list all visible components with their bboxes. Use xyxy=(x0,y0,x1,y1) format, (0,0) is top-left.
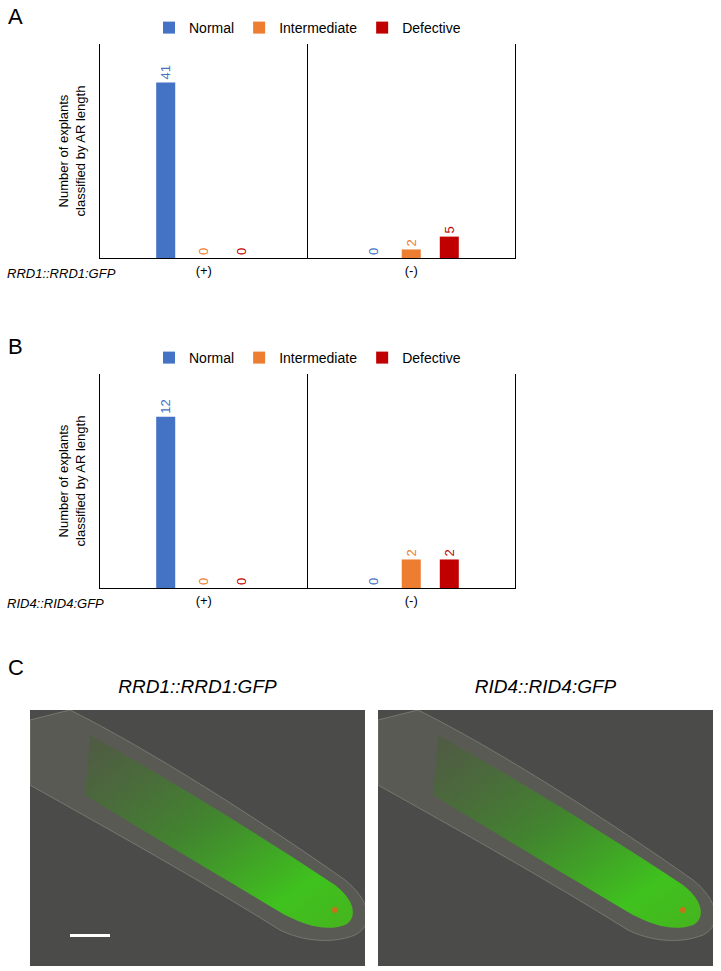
svg-text:0: 0 xyxy=(196,248,211,255)
svg-text:RID4::RID4:GFP: RID4::RID4:GFP xyxy=(7,596,104,611)
svg-text:Defective: Defective xyxy=(402,20,461,36)
svg-text:2: 2 xyxy=(404,549,419,556)
svg-text:41: 41 xyxy=(158,65,173,79)
svg-text:0: 0 xyxy=(234,248,249,255)
svg-text:Defective: Defective xyxy=(402,350,461,366)
svg-text:12: 12 xyxy=(158,399,173,413)
html-text:B: B xyxy=(8,334,23,359)
svg-text:5: 5 xyxy=(442,226,457,233)
svg-text:Number of explantsclassified b: Number of explantsclassified by AR lengt… xyxy=(56,86,88,217)
svg-text:Intermediate: Intermediate xyxy=(279,350,357,366)
svg-text:0: 0 xyxy=(366,248,381,255)
svg-text:RRD1::RRD1:GFP: RRD1::RRD1:GFP xyxy=(7,266,116,281)
svg-text:0: 0 xyxy=(196,578,211,585)
svg-text:2: 2 xyxy=(404,239,419,246)
svg-text:Normal: Normal xyxy=(189,20,234,36)
svg-text:Number of explantsclassified b: Number of explantsclassified by AR lengt… xyxy=(56,416,88,547)
svg-text:Normal: Normal xyxy=(189,350,234,366)
html-text:A: A xyxy=(8,4,23,29)
html-text:C: C xyxy=(8,655,24,680)
svg-text:0: 0 xyxy=(234,578,249,585)
svg-text:2: 2 xyxy=(442,549,457,556)
html-text:RID4::RID4:GFP: RID4::RID4:GFP xyxy=(474,676,617,697)
svg-text:(+): (+) xyxy=(196,263,212,278)
html-text:RRD1::RRD1:GFP: RRD1::RRD1:GFP xyxy=(118,676,277,697)
svg-text:0: 0 xyxy=(366,578,381,585)
svg-text:(-): (-) xyxy=(405,263,418,278)
svg-text:(-): (-) xyxy=(405,593,418,608)
svg-text:(+): (+) xyxy=(196,593,212,608)
svg-text:Intermediate: Intermediate xyxy=(279,20,357,36)
